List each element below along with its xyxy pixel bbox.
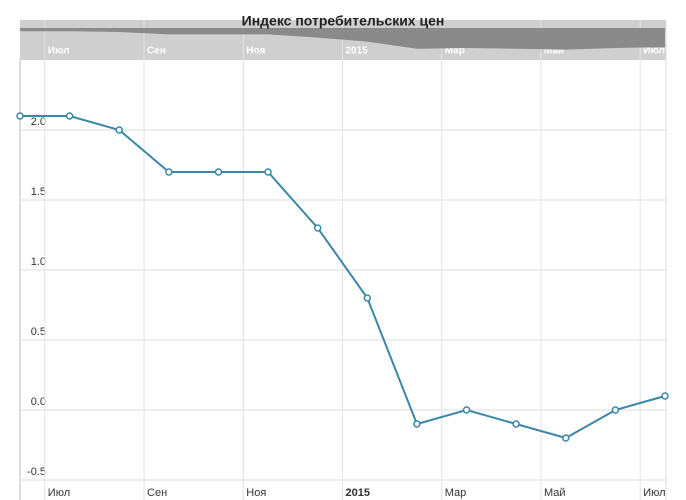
x-tick-label: Июл: [48, 487, 70, 499]
navigator-label: Сен: [147, 46, 166, 57]
y-tick-label: 1.5: [31, 186, 46, 198]
x-tick-label: Июл: [643, 487, 665, 499]
y-tick-label: 1.0: [31, 256, 46, 268]
point: [512, 420, 520, 428]
point: [313, 224, 322, 232]
navigator-label: 2015: [346, 46, 369, 57]
point: [65, 112, 74, 120]
y-tick-label: 0.0: [31, 396, 46, 408]
point: [413, 420, 421, 428]
navigator-label: Май: [544, 46, 564, 57]
chart-title: Индекс потребительских цен: [242, 13, 445, 29]
point: [661, 392, 669, 400]
navigator-label: Мар: [445, 46, 465, 57]
x-tick-label: 2015: [346, 487, 370, 499]
plot: [16, 112, 669, 442]
point: [165, 168, 173, 176]
point: [462, 406, 471, 414]
x-tick-label: Ноя: [246, 487, 266, 499]
navigator-label: Ноя: [246, 46, 265, 57]
point: [363, 294, 372, 302]
point: [562, 434, 570, 442]
x-tick-label: Май: [544, 487, 566, 499]
navigator-label: Июл: [48, 46, 70, 57]
y-tick-label: 2.0: [31, 116, 46, 128]
x-tick-label: Мар: [445, 487, 467, 499]
point: [115, 126, 123, 134]
point: [214, 168, 223, 176]
point: [264, 168, 272, 176]
navigator-label: Июл: [643, 46, 665, 57]
x-tick-label: Сен: [147, 487, 167, 499]
point: [16, 112, 24, 120]
y-tick-label: -0.5: [27, 466, 46, 478]
y-tick-label: 0.5: [31, 326, 46, 338]
navigator: Июл Сен Ноя 2015 Мар Май Июл: [20, 28, 665, 57]
point: [611, 406, 620, 414]
navigator-area: [20, 28, 665, 50]
series-line: [20, 115, 666, 440]
